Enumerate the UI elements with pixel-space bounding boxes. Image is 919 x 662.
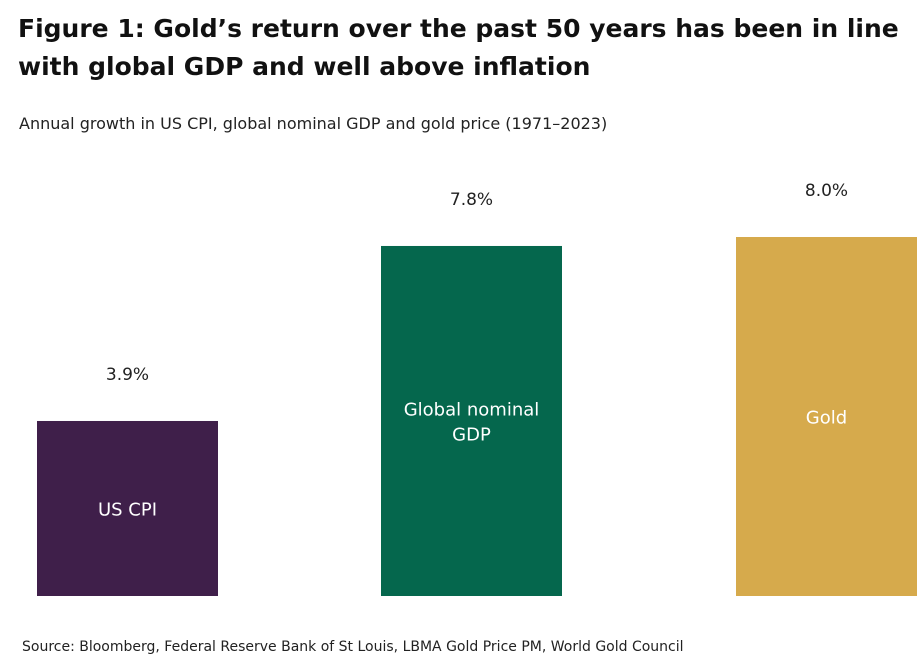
category-label-gold: Gold — [806, 408, 847, 429]
bar-us-cpi — [37, 420, 218, 596]
chart-subtitle: Annual growth in US CPI, global nominal … — [19, 114, 608, 133]
bar-global-nominal-gdp — [381, 245, 562, 596]
value-label-us-cpi: 3.9% — [106, 365, 149, 385]
source-note: Source: Bloomberg, Federal Reserve Bank … — [22, 639, 684, 655]
value-label-gold: 8.0% — [805, 181, 848, 201]
value-label-global-nominal-gdp: 7.8% — [450, 190, 493, 210]
bar-gold — [736, 237, 917, 596]
category-label-us-cpi: US CPI — [98, 499, 157, 520]
category-label-global-nominal-gdp: Global nominal GDP — [404, 399, 540, 445]
chart-title: Figure 1: Gold’s return over the past 50… — [18, 14, 899, 81]
